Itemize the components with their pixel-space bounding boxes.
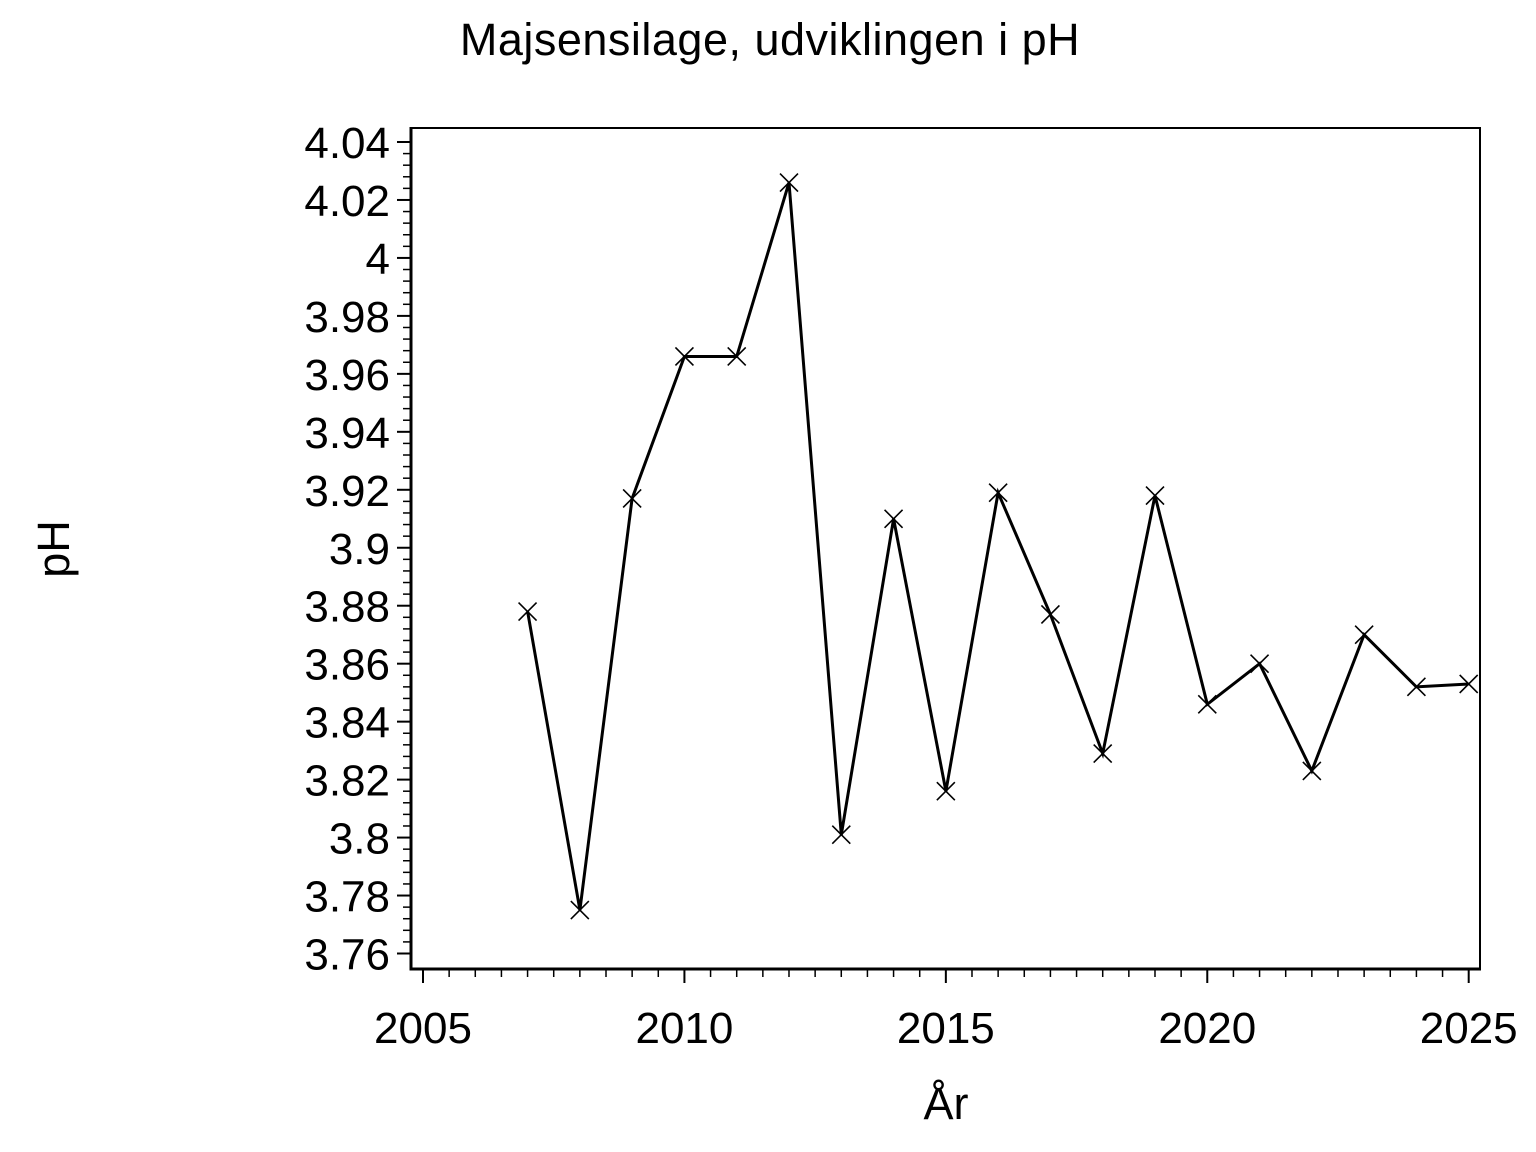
data-point-marker: [1040, 604, 1060, 624]
y-tick-label: 3.78: [304, 873, 390, 922]
data-point-marker: [1459, 674, 1479, 694]
data-point-marker: [988, 483, 1008, 503]
y-tick-label: 3.96: [304, 351, 390, 400]
data-point-marker: [1093, 743, 1113, 764]
y-tick-label: 3.92: [304, 467, 390, 516]
x-tick-label: 2010: [635, 1004, 733, 1053]
y-tick-label: 3.9: [329, 525, 390, 574]
y-tick-label: 3.84: [304, 699, 390, 748]
y-tick-label: 4.02: [304, 177, 390, 226]
y-tick-label: 4: [366, 235, 390, 284]
data-point-marker: [727, 346, 747, 367]
x-tick-label: 2025: [1420, 1004, 1518, 1053]
y-tick-label: 3.98: [304, 293, 390, 342]
data-point-marker: [1145, 486, 1165, 506]
x-tick-label: 2005: [374, 1004, 472, 1053]
y-tick-label: 3.82: [304, 757, 390, 806]
data-point-marker: [1354, 625, 1374, 645]
data-point-marker: [883, 509, 904, 529]
y-tick-label: 3.86: [304, 641, 390, 690]
data-point-marker: [1197, 694, 1217, 714]
y-tick-label: 3.76: [304, 931, 390, 980]
y-tick-label: 4.04: [304, 119, 390, 168]
x-tick-label: 2015: [897, 1004, 995, 1053]
data-point-marker: [1406, 677, 1426, 697]
y-tick-label: 3.8: [329, 815, 390, 864]
y-tick-label: 3.88: [304, 583, 390, 632]
chart-title: Majsensilage, udviklingen i pH: [459, 14, 1081, 65]
data-point-marker: [518, 601, 538, 622]
data-point-marker: [831, 825, 851, 845]
data-line: [526, 182, 1469, 911]
data-point-marker: [779, 173, 799, 193]
data-point-marker: [936, 781, 956, 801]
data-point-marker: [1302, 761, 1322, 781]
x-tick-label: 2020: [1158, 1004, 1256, 1053]
data-point-marker: [622, 488, 642, 509]
x-axis-title: År: [923, 1078, 969, 1129]
data-point-marker: [1249, 654, 1270, 674]
data-point-marker: [570, 900, 590, 920]
data-point-marker: [674, 346, 694, 367]
y-tick-label: 3.94: [304, 409, 390, 458]
